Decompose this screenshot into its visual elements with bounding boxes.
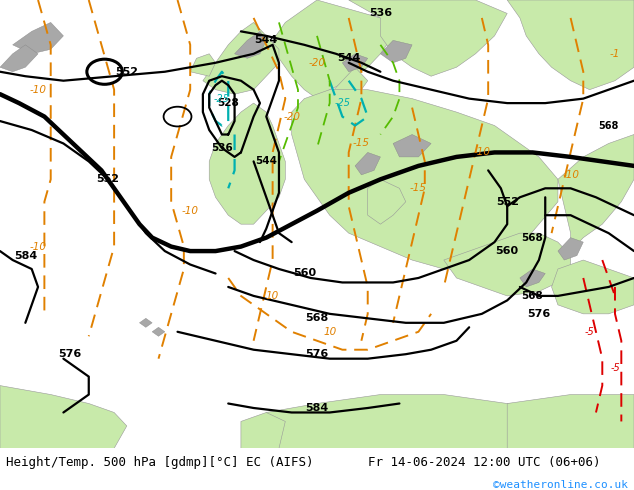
Polygon shape [342, 54, 368, 72]
Text: Height/Temp. 500 hPa [gdmp][°C] EC (AIFS): Height/Temp. 500 hPa [gdmp][°C] EC (AIFS… [6, 456, 314, 469]
Text: -15: -15 [353, 139, 370, 148]
Polygon shape [152, 327, 165, 336]
Polygon shape [0, 386, 127, 448]
Polygon shape [266, 394, 634, 448]
Polygon shape [235, 31, 266, 58]
Polygon shape [507, 0, 634, 90]
Text: -10: -10 [30, 242, 46, 251]
Polygon shape [507, 394, 634, 448]
Text: 576: 576 [306, 349, 328, 359]
Polygon shape [380, 40, 412, 63]
Text: 544: 544 [255, 35, 278, 46]
Text: Fr 14-06-2024 12:00 UTC (06+06): Fr 14-06-2024 12:00 UTC (06+06) [368, 456, 600, 469]
Polygon shape [203, 23, 279, 94]
Polygon shape [558, 135, 634, 251]
Text: 584: 584 [14, 250, 37, 261]
Text: 584: 584 [306, 403, 328, 413]
Text: -20: -20 [283, 112, 300, 122]
Polygon shape [0, 45, 38, 72]
Polygon shape [444, 233, 571, 296]
Polygon shape [520, 269, 545, 287]
Polygon shape [355, 152, 380, 175]
Polygon shape [209, 103, 285, 224]
Text: ©weatheronline.co.uk: ©weatheronline.co.uk [493, 480, 628, 490]
Polygon shape [292, 90, 558, 269]
Polygon shape [190, 54, 216, 76]
Polygon shape [330, 67, 368, 98]
Polygon shape [393, 135, 431, 157]
Polygon shape [241, 413, 285, 448]
Text: 552: 552 [496, 197, 519, 207]
Text: 560: 560 [293, 269, 316, 278]
Text: 552: 552 [96, 174, 119, 184]
Polygon shape [139, 318, 152, 327]
Text: 568: 568 [522, 233, 543, 243]
Text: -1: -1 [610, 49, 620, 59]
Polygon shape [558, 238, 583, 260]
Text: -5: -5 [610, 363, 620, 373]
Text: -25: -25 [334, 98, 351, 108]
Text: 568: 568 [306, 313, 328, 323]
Text: 536: 536 [211, 143, 233, 153]
Text: 560: 560 [496, 246, 519, 256]
Text: 544: 544 [256, 156, 277, 167]
Text: 544: 544 [337, 53, 360, 63]
Text: 552: 552 [115, 67, 138, 77]
Text: -10: -10 [562, 170, 579, 180]
Polygon shape [13, 23, 63, 54]
Polygon shape [349, 0, 507, 76]
Text: 568: 568 [522, 291, 543, 301]
Text: 576: 576 [527, 309, 550, 319]
Polygon shape [552, 260, 634, 314]
Text: 528: 528 [217, 98, 239, 108]
Text: -10: -10 [182, 206, 198, 216]
Text: -20: -20 [309, 58, 325, 68]
Text: -10: -10 [30, 85, 46, 95]
Text: 10: 10 [266, 291, 279, 301]
Polygon shape [368, 179, 406, 224]
Text: -25: -25 [214, 94, 230, 104]
Text: 568: 568 [598, 121, 619, 130]
Text: -15: -15 [410, 183, 427, 194]
Text: 576: 576 [58, 349, 81, 359]
Polygon shape [273, 0, 393, 98]
Text: -10: -10 [474, 147, 490, 157]
Text: 10: 10 [323, 327, 336, 337]
Text: -5: -5 [585, 327, 595, 337]
Text: 536: 536 [369, 8, 392, 19]
